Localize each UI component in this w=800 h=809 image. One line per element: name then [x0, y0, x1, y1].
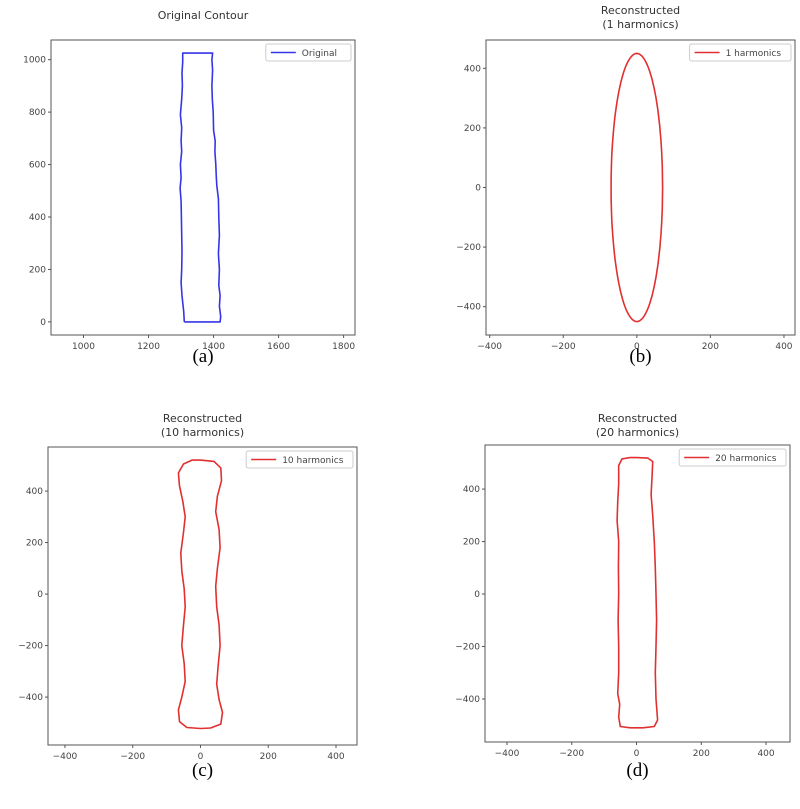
y-tick-label: 0 [40, 318, 46, 328]
legend-label: Original [302, 49, 337, 59]
y-tick-label: 0 [37, 590, 43, 600]
legend-box [245, 450, 354, 469]
contour-line [610, 52, 664, 323]
axes-frame [50, 39, 356, 336]
y-tick-label: −400 [18, 693, 43, 703]
x-tick-label: 1000 [72, 342, 95, 352]
contour-line [179, 52, 222, 323]
y-tick-label: 800 [29, 108, 46, 118]
y-tick-label: 0 [474, 590, 480, 600]
x-tick-label: 0 [198, 752, 204, 762]
y-tick-label: 400 [464, 64, 481, 74]
x-tick-label: 200 [260, 752, 277, 762]
legend-box [265, 43, 352, 62]
legend-label: 10 harmonics [282, 456, 344, 466]
x-tick-label: 0 [634, 342, 640, 352]
subplot-title: Reconstructed [601, 4, 680, 17]
subplot-d: Reconstructed(20 harmonics) −400 −200 0 200 4… [455, 412, 791, 781]
subplot-caption: (d) [626, 760, 648, 781]
x-tick-label: 400 [757, 749, 774, 759]
x-tick-label: −400 [495, 749, 520, 759]
x-tick-label: 1200 [137, 342, 160, 352]
contour-line [616, 456, 659, 729]
legend-box [678, 448, 787, 467]
y-tick-label: −200 [456, 243, 481, 253]
y-tick-label: 200 [464, 124, 481, 134]
subplot-title: (20 harmonics) [596, 426, 679, 439]
x-tick-label: 1400 [202, 342, 225, 352]
x-tick-label: −400 [53, 752, 78, 762]
x-tick-label: 400 [775, 342, 792, 352]
subplot-title: Reconstructed [163, 412, 242, 425]
y-tick-label: 200 [29, 265, 46, 275]
x-tick-label: 1600 [267, 342, 290, 352]
x-tick-label: −400 [477, 342, 502, 352]
y-tick-label: 1000 [23, 56, 46, 66]
subplot-caption: (a) [192, 346, 213, 367]
axes-frame [484, 444, 791, 743]
x-tick-label: 1800 [332, 342, 355, 352]
x-tick-label: −200 [559, 749, 584, 759]
subplot-b: Reconstructed(1 harmonics) −400 −200 0 200 40… [456, 4, 796, 367]
subplot-title: Reconstructed [598, 412, 677, 425]
subplot-a: Original Contour 1000 1200 1400 1600 1800 0 200… [23, 9, 356, 367]
legend: 1 harmonics [689, 43, 792, 62]
legend-label: 1 harmonics [726, 49, 782, 59]
y-tick-label: 200 [463, 538, 480, 548]
x-tick-label: 400 [327, 752, 344, 762]
subplot-title: (10 harmonics) [161, 426, 244, 439]
contour-line [177, 459, 224, 730]
x-tick-label: 200 [702, 342, 719, 352]
x-tick-label: −200 [551, 342, 576, 352]
y-tick-label: −400 [455, 695, 480, 705]
y-tick-label: 0 [475, 184, 481, 194]
legend: Original [265, 43, 352, 62]
y-tick-label: 400 [463, 485, 480, 495]
x-tick-label: −200 [120, 752, 145, 762]
subplot-caption: (b) [629, 346, 651, 367]
subplot-caption: (c) [192, 760, 213, 781]
axes-frame [47, 446, 358, 746]
subplot-c: Reconstructed(10 harmonics) −400 −200 0 200 4… [18, 412, 358, 781]
legend: 20 harmonics [678, 448, 787, 467]
y-tick-label: 600 [29, 161, 46, 171]
axes-frame [485, 39, 796, 336]
x-tick-label: 0 [634, 749, 640, 759]
y-tick-label: −200 [455, 642, 480, 652]
legend-box [689, 43, 792, 62]
subplot-title: Original Contour [158, 9, 249, 22]
legend: 10 harmonics [245, 450, 354, 469]
y-tick-label: −200 [18, 642, 43, 652]
y-tick-label: 400 [26, 487, 43, 497]
y-tick-label: 400 [29, 213, 46, 223]
x-tick-label: 200 [693, 749, 710, 759]
subplot-title: (1 harmonics) [602, 18, 678, 31]
y-tick-label: −400 [456, 303, 481, 313]
legend-label: 20 harmonics [715, 454, 777, 464]
y-tick-label: 200 [26, 539, 43, 549]
